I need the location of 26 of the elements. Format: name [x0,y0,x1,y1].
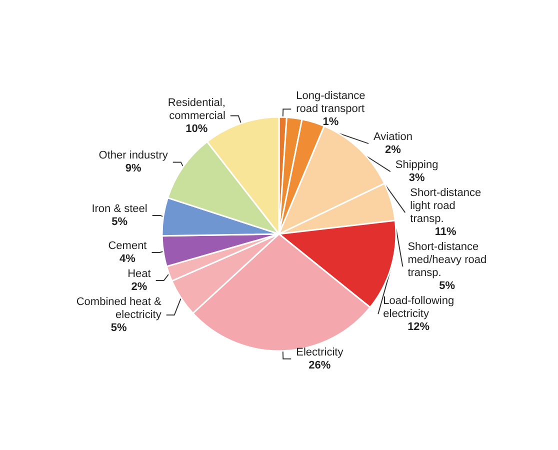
data-label: 26% [308,359,331,372]
slice-label: Residential, commercial [168,96,226,122]
data-label: 3% [408,172,425,184]
slice-label: Shipping [395,159,438,172]
slice-label: Cement [108,240,147,252]
slice-label: Other industry [98,150,168,162]
data-label: 9% [125,162,142,175]
slice-label: Combined heat & electricity [76,296,162,322]
slice-label: Iron & steel [92,202,148,215]
data-label: 12% [408,321,430,334]
data-label: 4% [120,253,136,266]
data-label: 2% [385,144,402,156]
slice-label: Heat [128,268,151,280]
data-label: 11% [434,226,457,238]
slice-label: Aviation [374,131,412,144]
slice-label: Short-distance med/heavy road transp. [408,241,487,280]
data-label: 5% [439,280,456,292]
slice-label: Long-distance road transport [296,90,366,116]
data-label: 2% [131,281,148,294]
data-label: 1% [322,116,339,128]
slice-label: Short-distance light road transp. [410,187,482,226]
data-label: 10% [186,122,208,135]
data-label: 5% [110,322,128,334]
slice-label: Electricity [296,346,344,358]
slice-label: Load-following electricity [383,295,454,320]
data-label: 5% [112,216,128,228]
